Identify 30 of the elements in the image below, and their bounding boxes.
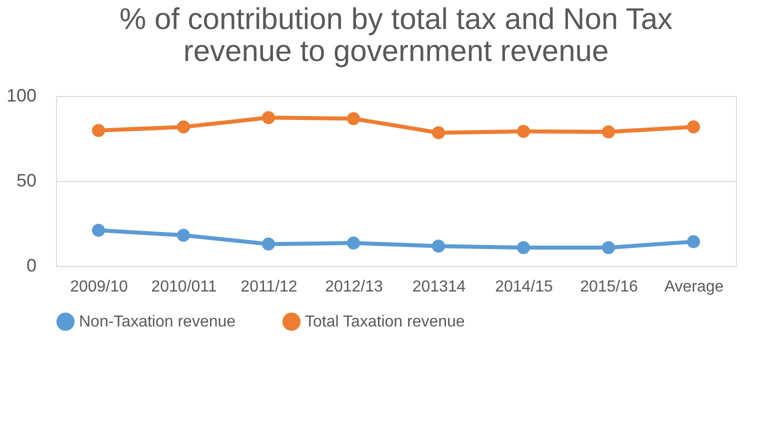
point <box>262 238 276 251</box>
point <box>516 124 530 138</box>
point <box>432 126 446 140</box>
x-tick-label: 201314 <box>412 278 466 296</box>
point <box>176 120 190 134</box>
point <box>602 241 616 254</box>
point <box>262 111 276 124</box>
legend-label: Total Taxation revenue <box>305 314 465 331</box>
point <box>432 240 446 253</box>
y-tick-label: 0 <box>26 256 36 276</box>
point <box>516 241 530 254</box>
point <box>686 120 700 134</box>
x-tick-label: 2012/13 <box>325 278 384 296</box>
x-tick-label: 2009/10 <box>70 278 128 296</box>
point <box>176 228 190 242</box>
x-tick-label: 2011/12 <box>240 278 298 296</box>
x-tick-label: 2010/011 <box>151 278 217 296</box>
x-tick-label: 2014/15 <box>495 278 554 296</box>
legend-label: Non-Taxation revenue <box>79 314 236 331</box>
point <box>346 112 360 126</box>
x-tick-label: Average <box>664 278 724 296</box>
point <box>686 235 700 248</box>
y-tick-label: 50 <box>16 170 36 190</box>
chart-title: % of contribution by total tax and Non Tax revenue to government revenue <box>119 3 673 68</box>
y-tick-label: 100 <box>6 86 36 106</box>
point <box>602 125 616 138</box>
point <box>346 236 360 250</box>
point <box>92 224 106 237</box>
point <box>92 124 106 138</box>
x-tick-label: 2015/16 <box>580 278 638 296</box>
